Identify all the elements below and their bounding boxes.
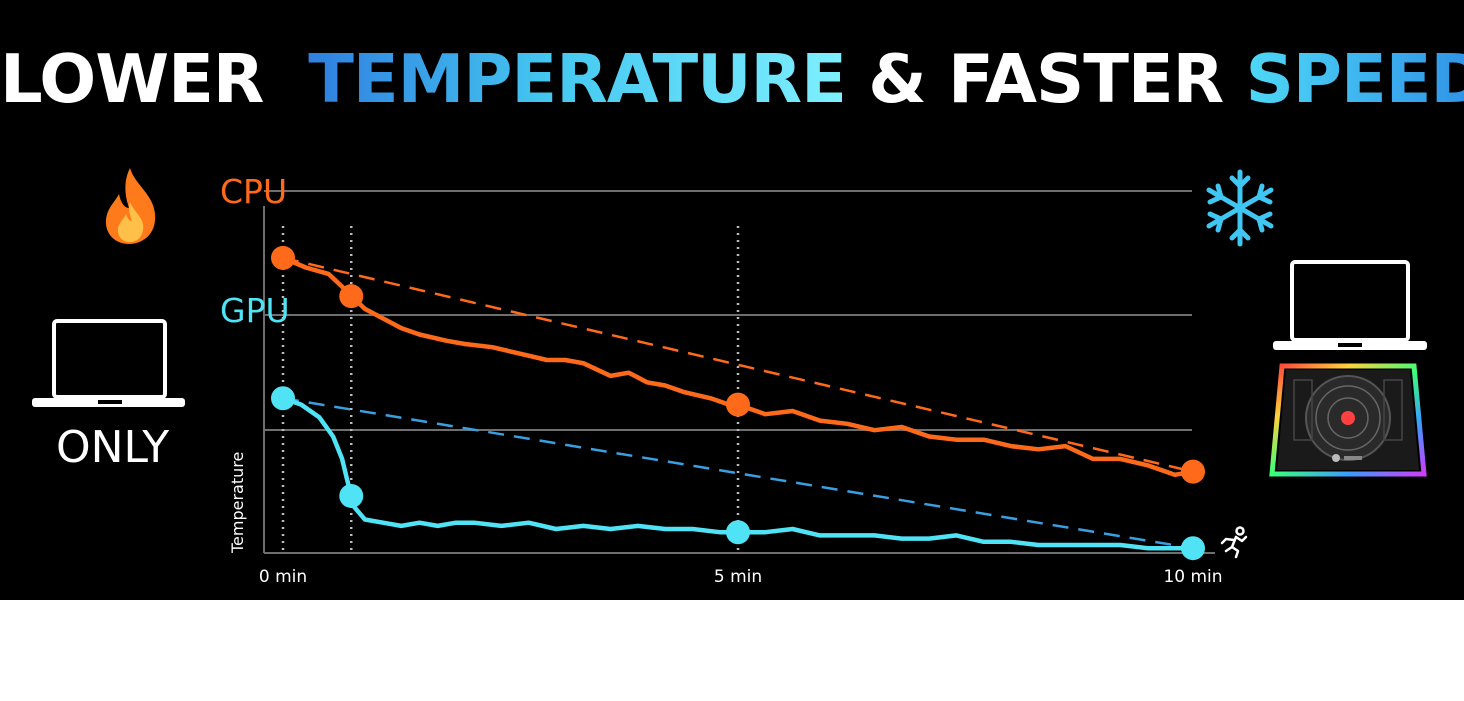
flame-icon — [105, 168, 156, 244]
series-line-gpu — [280, 396, 1196, 551]
running-person-icon-part — [1234, 535, 1248, 543]
data-point-cpu — [271, 245, 295, 270]
x-tick-label: 5 min — [714, 567, 762, 587]
series-label-gpu: GPU — [220, 291, 290, 330]
trendline-gpu — [282, 397, 1194, 550]
series-label-cpu: CPU — [220, 172, 287, 211]
infographic-banner: LOWER TEMPERATURE & FASTER SPEED ONLY — [0, 0, 1464, 600]
headline-temperature: TEMPERATURE — [308, 40, 847, 118]
running-person-icon-part — [1220, 537, 1236, 545]
x-tick-label: 10 min — [1163, 567, 1222, 587]
headline: LOWER TEMPERATURE & FASTER SPEED — [0, 40, 1464, 118]
data-point-cpu — [339, 284, 364, 309]
x-tick-label: 0 min — [259, 567, 307, 587]
data-point-gpu — [271, 386, 295, 411]
temperature-chart: ONLY — [32, 168, 1427, 587]
data-point-cpu — [1181, 459, 1205, 484]
data-point-cpu — [726, 392, 750, 417]
headline-speed: SPEED — [1246, 40, 1464, 118]
laptop-icon — [32, 319, 185, 407]
series-line-cpu — [280, 255, 1196, 478]
only-label: ONLY — [56, 422, 169, 473]
running-person-icon-part — [1235, 526, 1245, 536]
laptop-icon — [1273, 260, 1427, 350]
headline-lower: LOWER — [0, 40, 265, 118]
blank-footer — [0, 600, 1464, 701]
snowflake-icon — [1206, 169, 1274, 247]
y-axis-label: Temperature — [228, 452, 247, 554]
data-point-gpu — [1181, 536, 1205, 561]
cooling-pad-image — [1269, 363, 1427, 477]
data-point-gpu — [339, 483, 364, 508]
data-point-gpu — [726, 520, 750, 545]
headline-faster: & FASTER — [868, 40, 1224, 118]
plot-area: CPU GPU Temperature 0 min 5 min 10 min — [220, 172, 1248, 587]
running-person-icon — [1220, 526, 1248, 559]
running-person-icon-part — [1230, 545, 1240, 559]
